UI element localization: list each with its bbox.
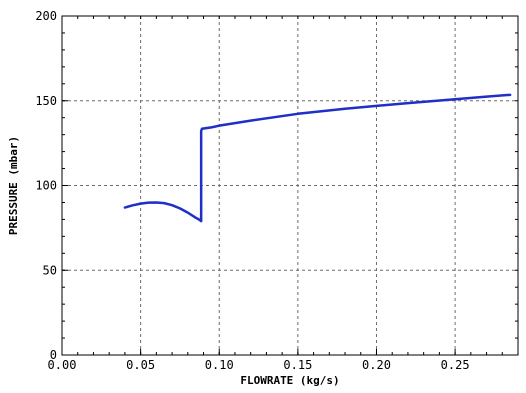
grid [62, 16, 518, 355]
y-tick-label: 50 [43, 263, 57, 277]
axis-ticks: 0.00 0.05 0.10 0.15 0.20 0.25 0 50 100 150 200 [35, 9, 518, 372]
y-tick-label: 150 [35, 94, 57, 108]
y-tick-label: 200 [35, 9, 57, 23]
series-layer [123, 93, 512, 223]
y-axis-title: PRESSURE (mbar) [7, 136, 20, 235]
x-tick-label: 0.00 [48, 358, 77, 372]
x-tick-label: 0.25 [441, 358, 470, 372]
y-tick-label: 100 [35, 179, 57, 193]
x-axis-title: FLOWRATE (kg/s) [240, 374, 339, 387]
x-tick-label: 0.05 [126, 358, 155, 372]
x-tick-label: 0.15 [283, 358, 312, 372]
x-tick-label: 0.10 [205, 358, 234, 372]
x-tick-label: 0.20 [362, 358, 391, 372]
series-line [123, 93, 512, 223]
y-tick-label: 0 [50, 348, 57, 362]
